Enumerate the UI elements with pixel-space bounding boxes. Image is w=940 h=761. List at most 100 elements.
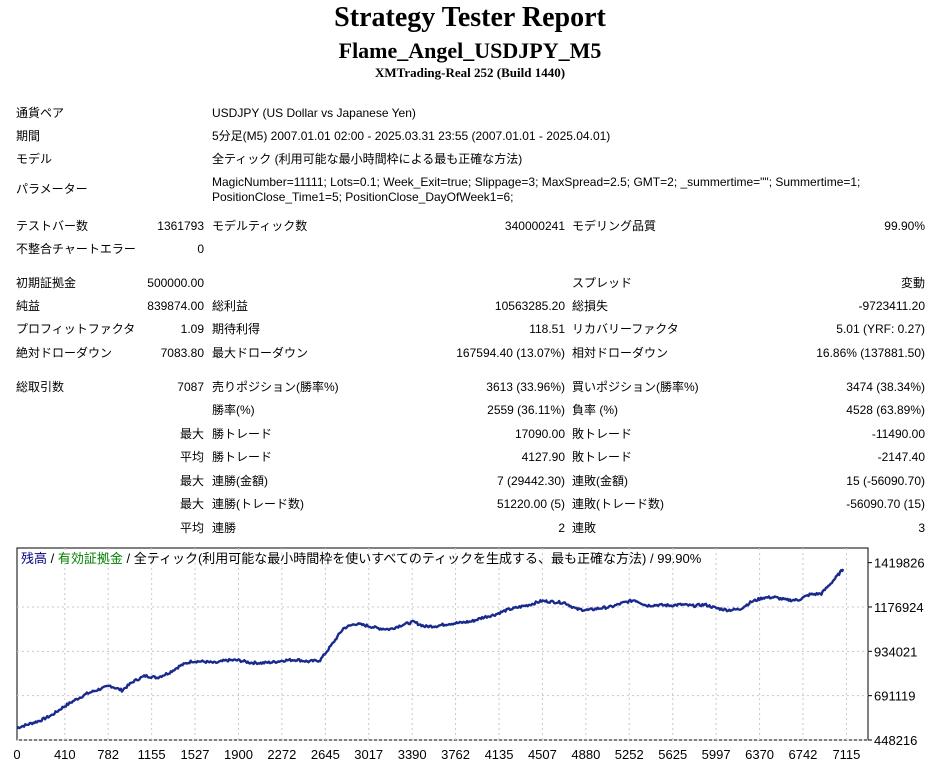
rel-drawdown-label: 相対ドローダウン	[572, 346, 669, 360]
largest-prefix: 最大	[179, 427, 204, 441]
x-tick-label: 3390	[398, 747, 427, 761]
max-consec-amount-prefix: 最大	[179, 497, 204, 511]
symbol-label: 通貨ペア	[16, 106, 65, 120]
x-tick-label: 5997	[702, 747, 731, 761]
max-consec-wins-value: 7 (29442.30)	[496, 474, 565, 488]
short-positions-label: 売りポジション(勝率%)	[212, 380, 339, 394]
legend-equity: 有効証拠金	[58, 551, 123, 566]
bars-label: テストバー数	[16, 219, 89, 233]
period-value: 5分足(M5) 2007.01.01 02:00 - 2025.03.31 23…	[212, 129, 611, 143]
y-tick-label: 1176924	[874, 600, 924, 615]
avg-consec-wins-label: 連勝	[212, 521, 237, 535]
max-consec-lossamt-value: -56090.70 (15)	[846, 497, 925, 511]
max-consec-lossamt-label: 連敗(トレード数)	[572, 497, 664, 511]
quality-value: 99.90%	[884, 219, 925, 233]
balance-chart-svg: 0 410 782 1155 1527 1900 2272 2645 3017 3390 3762 4…	[14, 547, 925, 761]
legend-separator: /	[47, 551, 58, 566]
profit-factor-value: 1.09	[180, 322, 204, 336]
avg-consec-wins-value: 2	[558, 521, 565, 535]
x-tick-label: 1900	[224, 747, 253, 761]
quality-label: モデリング品質	[572, 219, 657, 233]
avg-consec-losses-value: 3	[918, 521, 925, 535]
avg-consec-prefix: 平均	[179, 521, 204, 535]
model-label: モデル	[16, 152, 53, 166]
max-consec-profit-value: 51220.00 (5)	[496, 497, 565, 511]
report-title: Strategy Tester Report	[334, 2, 606, 33]
x-tick-label: 3017	[354, 747, 383, 761]
gross-profit-label: 総利益	[212, 299, 249, 313]
avg-win-value: 4127.90	[521, 450, 565, 464]
expected-payoff-label: 期待利得	[212, 322, 261, 336]
x-tick-label: 1155	[138, 747, 166, 761]
max-drawdown-value: 167594.40 (13.07%)	[456, 346, 565, 360]
max-consec-losses-label: 連敗(金額)	[572, 474, 628, 488]
avg-loss-label: 敗トレード	[572, 450, 633, 464]
ticks-label: モデルティック数	[212, 219, 308, 233]
average-prefix: 平均	[179, 450, 204, 464]
errors-value: 0	[197, 242, 204, 256]
win-rate-label: 勝率(%)	[212, 403, 255, 417]
x-tick-label: 2645	[311, 747, 340, 761]
max-drawdown-label: 最大ドローダウン	[212, 346, 309, 360]
short-positions-value: 3613 (33.96%)	[486, 380, 565, 394]
ticks-value: 340000241	[504, 219, 565, 233]
total-trades-value: 7087	[177, 380, 204, 394]
deposit-value: 500000.00	[147, 276, 204, 290]
deposit-label: 初期証拠金	[16, 276, 77, 290]
x-tick-label: 782	[97, 747, 119, 761]
x-tick-label: 4880	[571, 747, 600, 761]
total-trades-label: 総取引数	[16, 380, 65, 394]
largest-loss-label: 敗トレード	[572, 427, 633, 441]
x-tick-label: 0	[14, 747, 21, 761]
x-tick-label: 7115	[832, 747, 860, 761]
report-subtitle: Flame_Angel_USDJPY_M5	[338, 38, 602, 63]
profit-factor-label: プロフィットファクタ	[16, 322, 136, 336]
loss-rate-value: 4528 (63.89%)	[846, 403, 925, 417]
x-tick-label: 3762	[441, 747, 470, 761]
x-tick-label: 5252	[615, 747, 644, 761]
largest-win-label: 勝トレード	[212, 427, 273, 441]
net-profit-value: 839874.00	[147, 299, 204, 313]
y-tick-label: 691119	[874, 689, 915, 704]
long-positions-label: 買いポジション(勝率%)	[572, 380, 699, 394]
symbol-value: USDJPY (US Dollar vs Japanese Yen)	[212, 106, 416, 120]
x-tick-label: 4507	[528, 747, 557, 761]
bars-value: 1361793	[157, 219, 204, 233]
gross-loss-label: 総損失	[572, 299, 609, 313]
spread-value: 変動	[900, 276, 925, 290]
params-line-2: PositionClose_Time1=5; PositionClose_Day…	[212, 190, 514, 204]
avg-loss-value: -2147.40	[877, 450, 925, 464]
server-info: XMTrading-Real 252 (Build 1440)	[374, 65, 566, 80]
errors-label: 不整合チャートエラー	[16, 242, 136, 256]
chart-legend: 残高 / 有効証拠金 / 全ティック(利用可能な最小時間枠を使いすべてのティック…	[21, 551, 702, 566]
x-tick-label: 1527	[181, 747, 210, 761]
loss-rate-label: 負率 (%)	[572, 403, 618, 417]
largest-loss-value: -11490.00	[871, 427, 925, 441]
params-line-1: MagicNumber=11111; Lots=0.1; Week_Exit=t…	[212, 175, 861, 189]
recovery-factor-label: リカバリーファクタ	[572, 322, 679, 336]
largest-win-value: 17090.00	[514, 427, 565, 441]
legend-balance: 残高	[21, 551, 47, 566]
avg-win-label: 勝トレード	[212, 450, 273, 464]
legend-model-info: 全ティック(利用可能な最小時間枠を使いすべてのティックを生成する、最も正確な方法…	[134, 551, 702, 566]
abs-drawdown-label: 絶対ドローダウン	[16, 346, 113, 360]
params-label: パラメーター	[16, 182, 88, 196]
abs-drawdown-value: 7083.80	[160, 346, 204, 360]
avg-consec-losses-label: 連敗	[572, 521, 597, 535]
gross-loss-value: -9723411.20	[858, 299, 925, 313]
x-tick-label: 410	[54, 747, 76, 761]
gross-profit-value: 10563285.20	[494, 299, 565, 313]
max-consec-losses-value: 15 (-56090.70)	[846, 474, 925, 488]
spread-label: スプレッド	[572, 276, 633, 290]
long-positions-value: 3474 (38.34%)	[846, 380, 925, 394]
rel-drawdown-value: 16.86% (137881.50)	[816, 346, 925, 360]
balance-series-line	[16, 568, 845, 730]
x-tick-label: 2272	[267, 747, 296, 761]
model-value: 全ティック (利用可能な最小時間枠による最も正確な方法)	[212, 152, 523, 166]
x-tick-label: 5625	[658, 747, 687, 761]
recovery-factor-value: 5.01 (YRF: 0.27)	[836, 322, 925, 336]
net-profit-label: 純益	[16, 299, 41, 313]
plot-area	[16, 547, 869, 741]
x-tick-label: 6370	[745, 747, 774, 761]
legend-separator: /	[123, 551, 134, 566]
